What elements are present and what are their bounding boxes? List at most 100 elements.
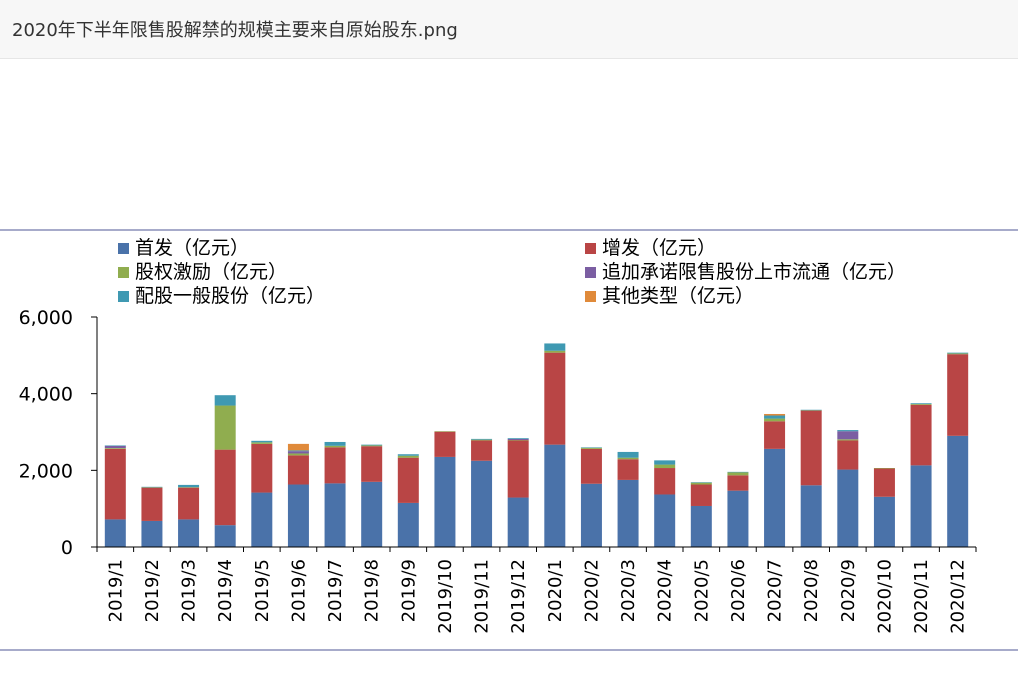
bar-2019-2-series-2 xyxy=(141,487,163,488)
bar-2020-9-series-2 xyxy=(837,439,859,441)
legend-label-2: 股权激励（亿元） xyxy=(135,261,287,283)
bar-2020-6-series-4 xyxy=(727,471,749,473)
bar-2020-2-series-1 xyxy=(580,448,602,484)
bar-2020-2-series-4 xyxy=(580,447,602,448)
bar-2019-8-series-2 xyxy=(361,445,383,447)
x-tick-label-2020-8: 2020/8 xyxy=(801,559,822,622)
x-tick-label-2019-2: 2019/2 xyxy=(142,559,163,622)
x-tick-label-2020-12: 2020/12 xyxy=(948,559,969,634)
bar-2019-12-series-0 xyxy=(507,497,529,547)
legend-swatch-2 xyxy=(118,267,129,278)
bar-2020-3-series-0 xyxy=(617,479,639,547)
bar-2020-5-series-0 xyxy=(690,505,712,547)
bar-2020-3-series-2 xyxy=(617,457,639,460)
bar-2019-1-series-3 xyxy=(104,445,126,449)
bar-2020-7-series-4 xyxy=(764,415,786,419)
bar-2020-7-series-1 xyxy=(764,421,786,449)
bar-2020-1-series-0 xyxy=(544,444,566,547)
bar-2020-12-series-1 xyxy=(947,354,969,436)
bar-2019-6-series-2 xyxy=(287,453,309,456)
x-tick-label-2020-1: 2020/1 xyxy=(545,559,566,622)
bar-2019-6-series-5 xyxy=(287,443,309,451)
bar-2019-8-series-0 xyxy=(361,481,383,547)
bar-2020-4-series-1 xyxy=(654,468,676,495)
y-tick-label-1: 2,000 xyxy=(19,460,73,482)
x-tick-label-2019-3: 2019/3 xyxy=(179,559,200,622)
bar-2020-7-series-5 xyxy=(764,413,786,416)
bar-2019-5-series-1 xyxy=(251,443,273,493)
bar-2020-1-series-1 xyxy=(544,352,566,445)
bar-2019-1-series-2 xyxy=(104,448,126,449)
bar-2019-7-series-4 xyxy=(324,441,346,446)
bar-2020-12-series-4 xyxy=(947,352,969,354)
bar-2019-9-series-2 xyxy=(397,455,419,458)
bar-2019-1-series-0 xyxy=(104,519,126,547)
bar-2019-7-series-1 xyxy=(324,447,346,484)
window-title-bar: 2020年下半年限售股解禁的规模主要来自原始股东.png xyxy=(0,0,1018,59)
x-tick-label-2019-8: 2019/8 xyxy=(362,559,383,622)
bar-2019-3-series-0 xyxy=(178,519,200,547)
bar-2019-4-series-1 xyxy=(214,449,236,526)
bar-2019-7-series-0 xyxy=(324,483,346,547)
bar-2019-2-series-0 xyxy=(141,520,163,547)
bar-2019-10-series-1 xyxy=(434,431,456,457)
bar-2020-6-series-2 xyxy=(727,472,749,476)
x-tick-label-2019-9: 2019/9 xyxy=(398,559,419,622)
bar-2019-3-series-2 xyxy=(178,487,200,488)
bar-2020-7-series-0 xyxy=(764,448,786,547)
bar-2019-12-series-2 xyxy=(507,440,529,441)
bar-2019-2-series-4 xyxy=(141,486,163,488)
y-tick-label-0: 0 xyxy=(61,537,73,559)
bar-2020-2-series-0 xyxy=(580,483,602,547)
bar-2020-6-series-0 xyxy=(727,490,749,547)
bar-2019-6-series-4 xyxy=(287,450,309,452)
bar-2020-5-series-2 xyxy=(690,482,712,485)
bar-2020-10-series-2 xyxy=(873,468,895,469)
bar-2020-10-series-0 xyxy=(873,496,895,547)
bar-2020-1-series-4 xyxy=(544,343,566,351)
y-tick-label-2: 4,000 xyxy=(19,384,73,406)
bar-2019-11-series-1 xyxy=(471,440,493,461)
x-tick-label-2020-5: 2020/5 xyxy=(691,559,712,622)
bar-2019-9-series-1 xyxy=(397,457,419,503)
bar-2020-9-series-4 xyxy=(837,430,859,432)
bar-2020-12-series-0 xyxy=(947,435,969,547)
bar-2020-8-series-1 xyxy=(800,410,822,486)
bar-2020-9-series-3 xyxy=(837,431,859,440)
x-tick-label-2019-10: 2019/10 xyxy=(435,559,456,634)
bar-2019-6-series-3 xyxy=(287,451,309,454)
bar-2020-5-series-1 xyxy=(690,484,712,506)
bar-2019-3-series-4 xyxy=(178,484,200,488)
legend-swatch-4 xyxy=(118,291,129,302)
bar-2020-4-series-4 xyxy=(654,460,676,465)
x-tick-label-2020-9: 2020/9 xyxy=(838,559,859,622)
bar-2019-11-series-4 xyxy=(471,438,493,440)
bar-2019-3-series-1 xyxy=(178,487,200,520)
bar-2019-6-series-1 xyxy=(287,455,309,485)
chart-legend: 首发（亿元） 增发（亿元） 股权激励（亿元） 追加承诺限售股份上市流通（亿元） 配股一般… xyxy=(118,237,906,307)
bar-2019-9-series-0 xyxy=(397,502,419,547)
bar-2019-8-series-1 xyxy=(361,446,383,482)
bar-2020-7-series-2 xyxy=(764,418,786,422)
bar-2020-4-series-0 xyxy=(654,494,676,547)
bar-2019-1-series-1 xyxy=(104,448,126,520)
bar-2019-12-series-1 xyxy=(507,440,529,498)
bar-2019-2-series-1 xyxy=(141,487,163,521)
bar-2020-10-series-1 xyxy=(873,468,895,497)
legend-label-5: 其他类型（亿元） xyxy=(602,285,754,307)
stacked-bar-chart: 首发（亿元） 增发（亿元） 股权激励（亿元） 追加承诺限售股份上市流通（亿元） 配股一般… xyxy=(0,229,1018,651)
x-tick-label-2019-11: 2019/11 xyxy=(472,559,493,634)
bar-2020-11-series-4 xyxy=(910,403,932,405)
bar-2020-8-series-0 xyxy=(800,485,822,547)
bars-group xyxy=(104,343,969,547)
bar-2020-8-series-4 xyxy=(800,409,822,411)
bar-2019-6-series-0 xyxy=(287,484,309,547)
bar-2020-11-series-2 xyxy=(910,404,932,405)
bar-2020-9-series-1 xyxy=(837,440,859,470)
bar-2020-8-series-2 xyxy=(800,410,822,411)
x-tick-label-2019-1: 2019/1 xyxy=(105,559,126,622)
x-tick-label-2020-4: 2020/4 xyxy=(655,559,676,622)
bar-2019-7-series-2 xyxy=(324,445,346,448)
legend-label-1: 增发（亿元） xyxy=(602,237,716,259)
bar-2019-12-series-3 xyxy=(507,438,529,441)
